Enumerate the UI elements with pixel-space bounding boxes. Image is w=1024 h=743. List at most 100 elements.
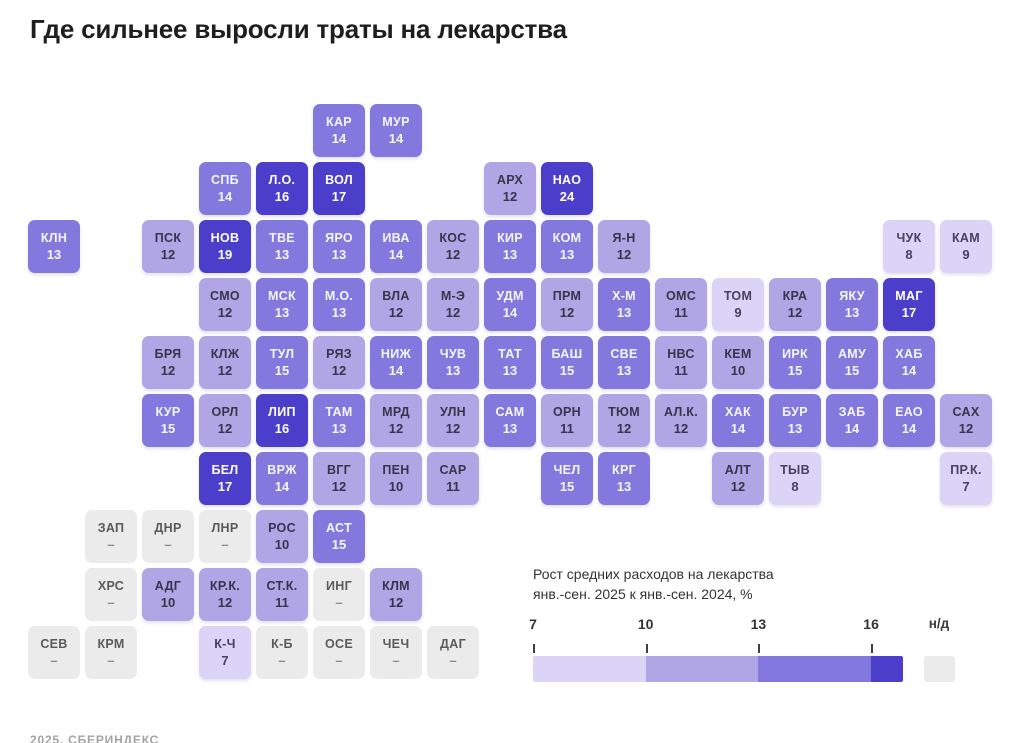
region-value: 13 [331,246,347,262]
region-value: 13 [787,420,803,436]
region-code: КЛН [40,231,68,246]
legend-title-line1: Рост средних расходов на лекарства [533,566,774,582]
region-tile-АЛ.К.: АЛ.К. 12 [655,394,707,447]
region-value: 13 [331,304,347,320]
region-value: – [164,536,172,552]
legend-scale-segment-b1 [533,656,646,682]
region-value: – [278,652,286,668]
region-value: 11 [560,420,574,436]
region-value: 12 [616,246,632,262]
region-value: 13 [274,246,290,262]
region-code: СЕВ [40,637,68,652]
region-tile-КР.К.: КР.К. 12 [199,568,251,621]
region-tile-САМ: САМ 13 [484,394,536,447]
region-tile-КРГ: КРГ 13 [598,452,650,505]
region-value: – [335,594,343,610]
region-code: ДАГ [440,637,466,652]
region-tile-ВРЖ: ВРЖ 14 [256,452,308,505]
region-tile-ПР.К.: ПР.К. 7 [940,452,992,505]
source-credit: 2025, СБЕРИНДЕКС [30,733,160,743]
region-value: 12 [160,362,176,378]
region-value: 13 [616,478,632,494]
region-tile-СЕВ: СЕВ – [28,626,80,679]
region-tile-АЛТ: АЛТ 12 [712,452,764,505]
legend-scale-segment-b4 [871,656,904,682]
region-code: ЕАО [895,405,923,420]
region-tile-МАГ: МАГ 17 [883,278,935,331]
region-code: САХ [952,405,980,420]
region-code: ЛНР [211,521,239,536]
region-tile-СМО: СМО 12 [199,278,251,331]
region-tile-КАР: КАР 14 [313,104,365,157]
region-tile-БУР: БУР 13 [769,394,821,447]
region-code: КРМ [97,637,125,652]
region-code: ЗАП [97,521,125,536]
region-code: ХАК [725,405,751,420]
region-value: 13 [502,420,518,436]
region-value: 13 [616,304,632,320]
region-code: МРД [382,405,410,420]
region-value: 12 [787,304,803,320]
region-tile-МУР: МУР 14 [370,104,422,157]
region-code: СВЕ [610,347,638,362]
legend-color-scale [533,656,904,682]
region-code: АМУ [837,347,867,362]
region-code: ВЛА [382,289,410,304]
region-value: 12 [331,362,347,378]
region-value: 14 [901,362,917,378]
legend-tick-mark [758,644,761,653]
region-code: БЕЛ [211,463,239,478]
region-tile-ЗАБ: ЗАБ 14 [826,394,878,447]
region-value: 13 [844,304,860,320]
region-tile-Л.О.: Л.О. 16 [256,162,308,215]
region-value: 12 [445,304,461,320]
region-tile-КУР: КУР 15 [142,394,194,447]
region-code: ТОМ [723,289,753,304]
region-value: 14 [730,420,746,436]
region-tile-САР: САР 11 [427,452,479,505]
region-code: ТАМ [325,405,353,420]
region-value: 13 [46,246,62,262]
region-code: КЛЖ [210,347,240,362]
region-code: ПЕН [382,463,410,478]
region-value: 24 [559,188,575,204]
region-value: 13 [502,246,518,262]
region-code: М-Э [440,289,466,304]
region-code: АЛТ [724,463,752,478]
region-tile-ПСК: ПСК 12 [142,220,194,273]
region-code: ОСЕ [325,637,353,652]
region-value: 14 [388,246,404,262]
region-tile-КОМ: КОМ 13 [541,220,593,273]
region-value: 8 [791,478,799,494]
region-code: ВГГ [326,463,352,478]
legend-tick-mark [871,644,874,653]
region-tile-КЛМ: КЛМ 12 [370,568,422,621]
region-code: МУР [382,115,410,130]
region-tile-ХРС: ХРС – [85,568,137,621]
region-code: ОМС [665,289,697,304]
region-code: МАГ [895,289,923,304]
region-code: НВС [667,347,695,362]
region-tile-БРЯ: БРЯ 12 [142,336,194,389]
region-code: ВРЖ [267,463,297,478]
region-value: 12 [160,246,176,262]
region-code: НОВ [210,231,240,246]
region-value: 15 [844,362,860,378]
region-tile-ТВЕ: ТВЕ 13 [256,220,308,273]
legend-tick-label: 7 [529,616,537,632]
region-code: КОС [439,231,467,246]
region-value: 14 [844,420,860,436]
region-tile-ЧУВ: ЧУВ 13 [427,336,479,389]
legend-tick-label: 13 [750,616,767,632]
region-value: – [392,652,400,668]
region-tile-ИНГ: ИНГ – [313,568,365,621]
region-code: СПБ [211,173,239,188]
region-value: 12 [445,246,461,262]
region-code: ТУЛ [269,347,295,362]
region-code: КАМ [952,231,980,246]
region-value: 10 [274,536,290,552]
region-value: 8 [905,246,913,262]
region-tile-УЛН: УЛН 12 [427,394,479,447]
region-tile-ТЫВ: ТЫВ 8 [769,452,821,505]
region-value: – [107,536,115,552]
